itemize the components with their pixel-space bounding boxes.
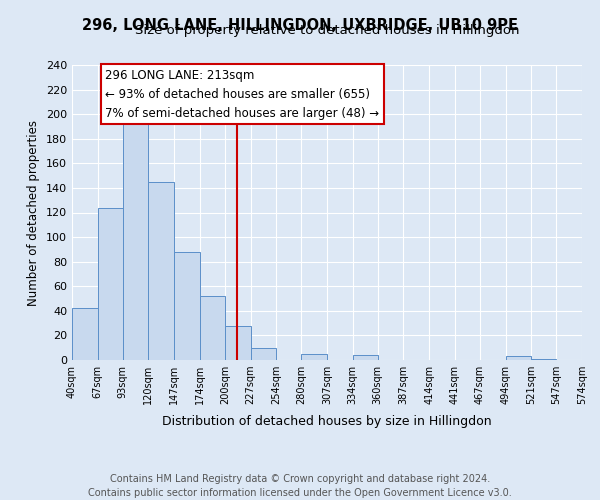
Text: Contains HM Land Registry data © Crown copyright and database right 2024.
Contai: Contains HM Land Registry data © Crown c… [88, 474, 512, 498]
Bar [200, 296, 225, 360]
Title: Size of property relative to detached houses in Hillingdon: Size of property relative to detached ho… [135, 24, 519, 38]
Text: 296 LONG LANE: 213sqm
← 93% of detached houses are smaller (655)
7% of semi-deta: 296 LONG LANE: 213sqm ← 93% of detached … [106, 68, 380, 120]
Bar [98, 208, 122, 360]
Text: 296, LONG LANE, HILLINGDON, UXBRIDGE, UB10 9PE: 296, LONG LANE, HILLINGDON, UXBRIDGE, UB… [82, 18, 518, 32]
Bar [225, 326, 251, 360]
Bar [148, 182, 174, 360]
Bar [251, 348, 277, 360]
Bar [532, 359, 556, 360]
X-axis label: Distribution of detached houses by size in Hillingdon: Distribution of detached houses by size … [162, 416, 492, 428]
Bar [72, 308, 98, 360]
Bar [174, 252, 200, 360]
Bar [506, 356, 532, 360]
Y-axis label: Number of detached properties: Number of detached properties [28, 120, 40, 306]
Bar [301, 354, 327, 360]
Bar [353, 355, 377, 360]
Bar [122, 123, 148, 360]
